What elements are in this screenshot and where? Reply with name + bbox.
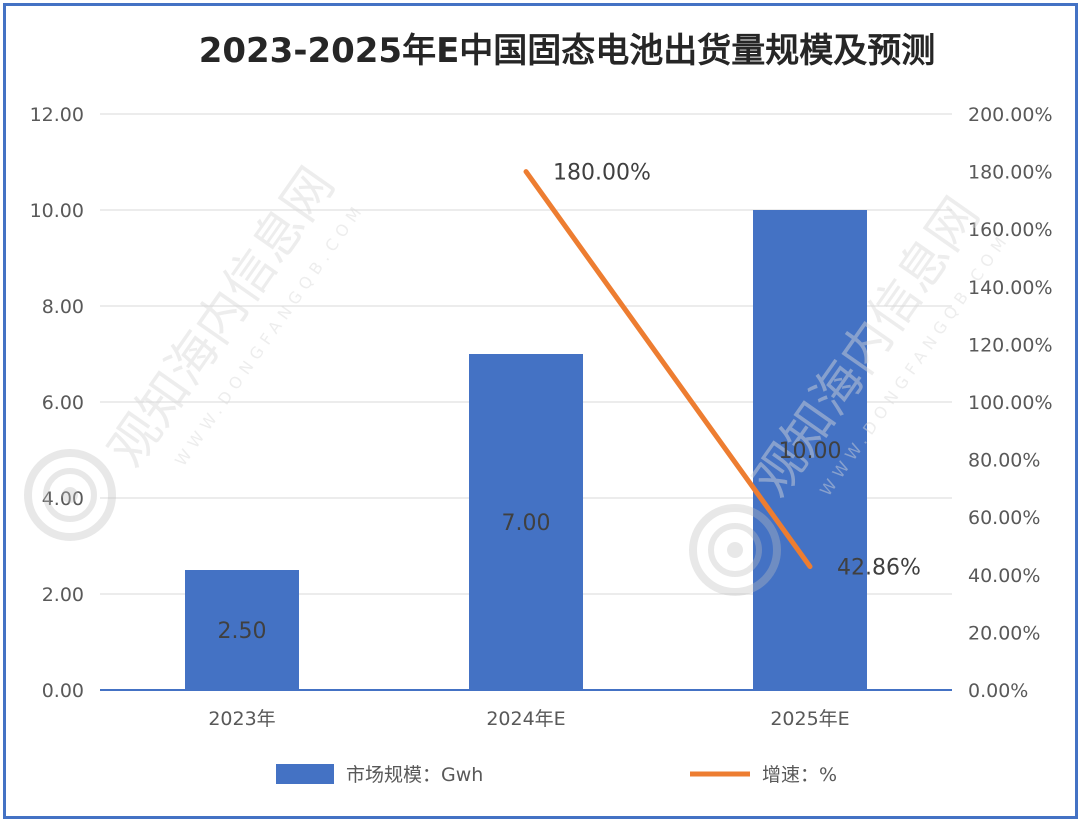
left-axis-tick-label: 4.00 xyxy=(42,488,84,510)
right-axis-tick-label: 0.00% xyxy=(968,680,1028,702)
right-axis-tick-label: 100.00% xyxy=(968,392,1053,414)
x-axis-tick-label: 2023年 xyxy=(208,708,275,730)
right-axis-tick-label: 20.00% xyxy=(968,622,1040,644)
legend-bar-swatch xyxy=(276,764,334,784)
growth-point xyxy=(808,564,812,569)
left-axis-tick-label: 6.00 xyxy=(42,392,84,414)
right-axis-tick-label: 60.00% xyxy=(968,507,1040,529)
bar-data-label: 2.50 xyxy=(218,619,267,644)
bars xyxy=(185,210,867,690)
x-axis-tick-label: 2025年E xyxy=(770,708,849,730)
bar xyxy=(753,210,867,690)
bar-data-label: 7.00 xyxy=(502,511,551,536)
x-axis-tick-label: 2024年E xyxy=(486,708,565,730)
watermark-left: 观知海内信息网 WWW.DONGFANGQB.COM xyxy=(97,157,368,477)
right-axis-tick-label: 180.00% xyxy=(968,162,1053,184)
right-axis-tick-label: 160.00% xyxy=(968,219,1053,241)
bar xyxy=(185,570,299,690)
left-axis-tick-label: 2.00 xyxy=(42,584,84,606)
right-axis-ticks: 0.00% 20.00% 40.00% 60.00% 80.00% 100.00% 120.… xyxy=(968,104,1053,702)
watermark-logo-left xyxy=(24,449,116,541)
legend-line-label: 增速：% xyxy=(762,764,837,786)
left-axis-ticks: 0.00 2.00 4.00 6.00 8.00 10.00 12.00 xyxy=(30,104,84,702)
right-axis-tick-label: 80.00% xyxy=(968,450,1040,472)
legend: 市场规模：Gwh 增速：% xyxy=(276,764,837,786)
growth-data-label: 180.00% xyxy=(553,161,651,186)
left-axis-tick-label: 8.00 xyxy=(42,296,84,318)
left-axis-tick-label: 10.00 xyxy=(30,200,84,222)
bar xyxy=(469,354,583,690)
chart-title: 2023-2025年E中国固态电池出货量规模及预测 xyxy=(199,31,936,71)
growth-line-series xyxy=(523,169,813,570)
x-axis: 2023年 2024年E 2025年E xyxy=(100,689,952,730)
growth-point xyxy=(524,169,528,174)
bar-data-label: 10.00 xyxy=(779,439,842,464)
growth-data-label: 42.86% xyxy=(837,556,921,581)
right-axis-tick-label: 40.00% xyxy=(968,565,1040,587)
data-labels: 2.50 7.00 10.00 180.00% 42.86% xyxy=(218,161,921,644)
watermark-logo-right xyxy=(689,504,781,596)
right-axis-tick-label: 200.00% xyxy=(968,104,1053,126)
legend-bar-label: 市场规模：Gwh xyxy=(346,764,483,786)
growth-line xyxy=(523,169,813,570)
left-axis-tick-label: 12.00 xyxy=(30,104,84,126)
watermark-text: 观知海内信息网 xyxy=(97,157,345,477)
left-axis-tick-label: 0.00 xyxy=(42,680,84,702)
right-axis-tick-label: 140.00% xyxy=(968,277,1053,299)
right-axis-tick-label: 120.00% xyxy=(968,334,1053,356)
